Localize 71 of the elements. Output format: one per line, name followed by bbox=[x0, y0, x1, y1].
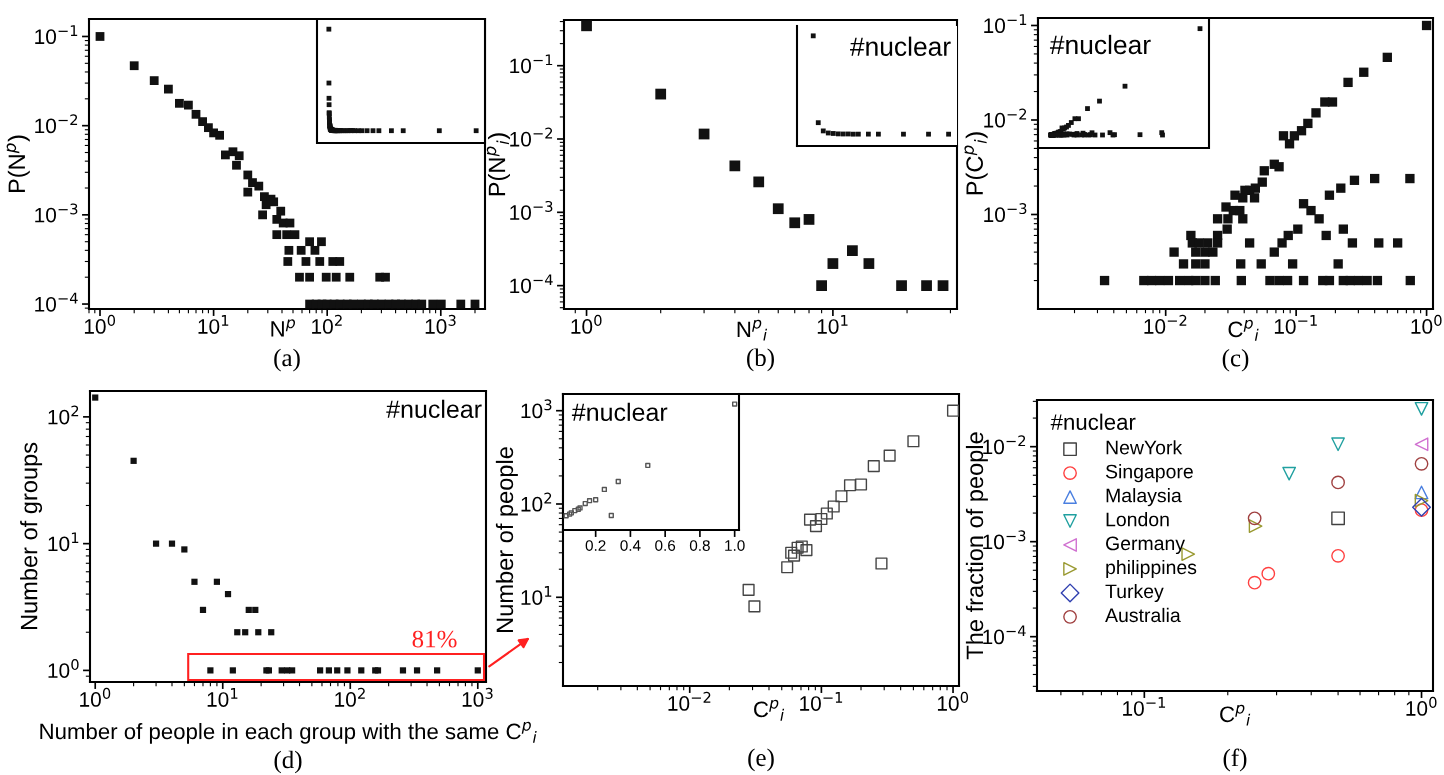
annotation: #nuclear bbox=[850, 36, 951, 56]
y-tick-label: 10$^{−4}$ bbox=[35, 292, 78, 312]
y-axis-title: Number of people bbox=[495, 447, 518, 632]
legend-label: Germany bbox=[1106, 536, 1185, 555]
text: (c) bbox=[1222, 348, 1249, 372]
x-tick-label: 10$^{2}$ bbox=[335, 687, 365, 707]
x-tick-label: 0.2 bbox=[585, 540, 606, 551]
y-tick-label: 10$^{2}$ bbox=[48, 405, 79, 425]
legend-label: Australia bbox=[1105, 607, 1181, 623]
text: (e) bbox=[748, 748, 774, 772]
x-axis-title: C$^{p}$$_{i}$ bbox=[754, 699, 785, 721]
text: (b) bbox=[747, 348, 774, 372]
x-tick-label: 10$^{0}$ bbox=[571, 314, 602, 334]
y-axis-title: P(C$^{p}$$_{i}$) bbox=[964, 132, 988, 195]
y-tick-label: 10$^{−1}$ bbox=[35, 25, 78, 45]
x-tick-label: 0.4 bbox=[620, 540, 641, 551]
y-tick-label: 10$^{−2}$ bbox=[510, 127, 553, 147]
legend-title: #nuclear bbox=[1050, 413, 1136, 430]
y-tick-label: 10$^{3}$ bbox=[521, 399, 552, 419]
text: (a) bbox=[274, 348, 300, 372]
annotation: 81% bbox=[412, 630, 457, 648]
x-axis-title: Number of people in each group with the same C$^{p}$$_{i}$ bbox=[40, 721, 537, 744]
x-tick-label: 10$^{1}$ bbox=[198, 315, 229, 334]
x-tick-label: 10$^{3}$ bbox=[462, 687, 493, 707]
x-tick-label: 10$^{0}$ bbox=[80, 687, 111, 707]
x-tick-label: 10$^{0}$ bbox=[937, 691, 969, 711]
x-tick-label: 10$^{−2}$ bbox=[1144, 314, 1187, 334]
y-tick-label: 10$^{1}$ bbox=[521, 586, 552, 605]
y-tick-label: 10$^{−1}$ bbox=[984, 14, 1027, 34]
legend-label: NewYork bbox=[1106, 440, 1183, 455]
x-tick-label: 10$^{1}$ bbox=[207, 688, 238, 707]
x-tick-label: 1.0 bbox=[725, 540, 745, 551]
legend-label: Malaysia bbox=[1106, 488, 1182, 507]
y-tick-label: 10$^{−2}$ bbox=[984, 108, 1027, 128]
x-axis-title: N$^{p}$ bbox=[271, 319, 296, 337]
x-tick-label: 0.8 bbox=[689, 540, 710, 551]
x-tick-label: 10$^{−2}$ bbox=[668, 691, 711, 711]
x-tick-label: 10$^{1}$ bbox=[817, 315, 848, 334]
legend-label: Singapore bbox=[1105, 464, 1193, 483]
text: (f) bbox=[1223, 748, 1247, 772]
y-tick-label: 10$^{−3}$ bbox=[983, 530, 1026, 550]
y-tick-label: 10$^{−4}$ bbox=[510, 274, 553, 294]
legend-label: philippines bbox=[1106, 559, 1197, 579]
x-axis-title: N$^{p}$$_{i}$ bbox=[737, 319, 768, 341]
x-tick-label: 10$^{0}$ bbox=[1411, 314, 1442, 334]
y-tick-label: 10$^{−3}$ bbox=[35, 203, 78, 223]
x-axis-title: C$^{p}$$_{i}$ bbox=[1220, 704, 1251, 726]
legend-label: London bbox=[1106, 512, 1169, 527]
y-axis-title: Number of groups bbox=[20, 442, 43, 630]
x-tick-label: 10$^{2}$ bbox=[312, 314, 342, 334]
x-tick-label: 10$^{−1}$ bbox=[1123, 697, 1166, 716]
x-tick-label: 10$^{−1}$ bbox=[1274, 315, 1317, 334]
y-tick-label: 10$^{2}$ bbox=[521, 492, 552, 512]
annotation: #nuclear bbox=[1049, 34, 1151, 55]
x-axis-title: C$^{p}$$_{i}$ bbox=[1228, 319, 1259, 341]
legend-label: Turkey bbox=[1105, 583, 1164, 603]
y-tick-label: 10$^{−1}$ bbox=[510, 54, 553, 74]
x-tick-label: 10$^{3}$ bbox=[425, 314, 456, 334]
text: (d) bbox=[274, 750, 302, 774]
x-tick-label: 10$^{−1}$ bbox=[800, 692, 843, 711]
annotation: #nuclear bbox=[571, 402, 668, 422]
y-tick-label: 10$^{−2}$ bbox=[35, 114, 78, 134]
x-tick-label: 10$^{0}$ bbox=[1406, 696, 1437, 716]
y-axis-title: P(N$^{p}$) bbox=[6, 135, 30, 193]
x-tick-label: 0.6 bbox=[655, 540, 676, 551]
y-tick-label: 10$^{0}$ bbox=[48, 658, 79, 678]
y-axis-title: P(N$^{p}$$_{i}$) bbox=[486, 133, 510, 196]
annotation: #nuclear bbox=[386, 399, 482, 419]
y-tick-label: 10$^{−3}$ bbox=[510, 200, 553, 220]
x-tick-label: 10$^{0}$ bbox=[84, 314, 116, 334]
y-tick-label: 10$^{−3}$ bbox=[984, 203, 1027, 223]
